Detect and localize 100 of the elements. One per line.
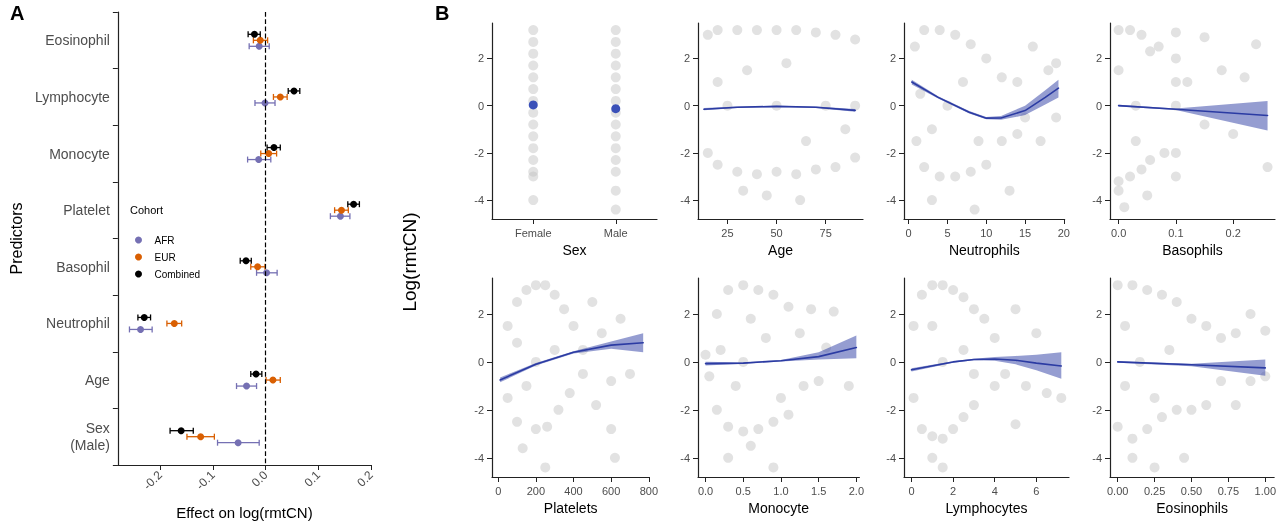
point bbox=[916, 424, 927, 435]
y-tick-label: 0 bbox=[477, 99, 484, 112]
y-tick-label: 0 bbox=[889, 355, 896, 368]
point bbox=[937, 462, 948, 473]
point bbox=[1170, 77, 1181, 88]
point bbox=[1142, 190, 1153, 201]
point bbox=[1179, 452, 1190, 463]
point bbox=[742, 65, 753, 76]
point bbox=[549, 289, 560, 300]
x-tick-label: 0.50 bbox=[1180, 484, 1203, 497]
point bbox=[751, 169, 762, 180]
point bbox=[530, 424, 541, 435]
point bbox=[732, 25, 743, 36]
point bbox=[1260, 325, 1271, 336]
x-tick-label: 0.5 bbox=[735, 484, 751, 497]
point bbox=[553, 404, 564, 415]
chart-title: B bbox=[435, 2, 450, 25]
point bbox=[1031, 328, 1042, 339]
y-tick-label: 2 bbox=[683, 307, 690, 320]
x-axis-title: Neutrophils bbox=[948, 242, 1020, 258]
x-tick-label: -0.2 bbox=[140, 467, 166, 493]
point bbox=[517, 443, 528, 454]
point bbox=[1201, 400, 1212, 411]
point bbox=[1113, 65, 1124, 76]
y-tick-label: 2 bbox=[683, 52, 690, 65]
y-tick-label: 0 bbox=[1095, 99, 1102, 112]
point bbox=[751, 25, 762, 36]
point bbox=[926, 195, 937, 206]
point bbox=[512, 337, 523, 348]
point bbox=[916, 289, 927, 300]
x-tick-label: 0.1 bbox=[301, 467, 324, 490]
point bbox=[502, 392, 513, 403]
x-tick-label: 200 bbox=[526, 484, 546, 497]
point bbox=[723, 452, 734, 463]
point bbox=[738, 185, 749, 196]
point bbox=[761, 190, 772, 201]
point bbox=[1127, 433, 1138, 444]
point bbox=[1125, 25, 1136, 36]
x-axis-title: Sex bbox=[562, 242, 587, 258]
point bbox=[937, 280, 948, 291]
point bbox=[813, 376, 824, 387]
point bbox=[926, 124, 937, 135]
x-tick-label: 0.2 bbox=[354, 467, 377, 490]
point bbox=[1120, 380, 1131, 391]
point bbox=[1186, 313, 1197, 324]
point bbox=[512, 416, 523, 427]
line-series bbox=[704, 346, 858, 365]
point bbox=[958, 77, 968, 88]
line-series bbox=[910, 358, 1063, 371]
point bbox=[775, 392, 786, 403]
point bbox=[606, 424, 617, 435]
point bbox=[1119, 202, 1130, 213]
x-tick-label: 0 bbox=[495, 484, 502, 497]
point bbox=[950, 171, 961, 182]
point bbox=[702, 147, 713, 158]
x-tick-label: 2 bbox=[950, 484, 957, 497]
point bbox=[1230, 400, 1241, 411]
point bbox=[1035, 136, 1046, 147]
point bbox=[1000, 368, 1011, 379]
point bbox=[723, 284, 734, 295]
point bbox=[996, 136, 1007, 147]
y-tick-label: 2 bbox=[477, 52, 484, 65]
point bbox=[1142, 284, 1153, 295]
x-tick-label: 0.25 bbox=[1143, 484, 1166, 497]
point bbox=[609, 452, 620, 463]
y-tick-label: 2 bbox=[477, 307, 484, 320]
x-axis-title: Effect on log(rmtCN) bbox=[176, 504, 313, 521]
point bbox=[791, 169, 802, 180]
y-tick-label: -2 bbox=[1092, 146, 1102, 159]
point bbox=[1171, 296, 1182, 307]
legend-label: EUR bbox=[154, 251, 176, 263]
x-tick-label: 0.00 bbox=[1106, 484, 1129, 497]
point bbox=[1020, 380, 1031, 391]
x-axis-title: Age bbox=[768, 242, 794, 258]
point bbox=[806, 304, 817, 315]
point bbox=[1127, 452, 1138, 463]
point bbox=[1239, 72, 1250, 83]
x-tick-label: 0.2 bbox=[1225, 226, 1241, 239]
point bbox=[828, 306, 839, 317]
point bbox=[1149, 462, 1160, 473]
point bbox=[540, 280, 551, 291]
y-tick-label: 0 bbox=[1095, 355, 1102, 368]
point bbox=[1136, 164, 1147, 175]
point bbox=[948, 284, 959, 295]
point bbox=[909, 41, 920, 52]
point bbox=[1170, 27, 1181, 38]
x-tick-label: 2.0 bbox=[848, 484, 864, 497]
point bbox=[1051, 112, 1062, 123]
point bbox=[958, 412, 969, 423]
point bbox=[850, 152, 861, 163]
point bbox=[1171, 404, 1182, 415]
x-axis-title: Eosinophils bbox=[1156, 500, 1228, 516]
point bbox=[1170, 171, 1181, 182]
x-tick-label: 400 bbox=[564, 484, 583, 497]
x-axis-title: Platelets bbox=[543, 500, 598, 516]
x-tick-label: 4 bbox=[991, 484, 998, 497]
point bbox=[798, 380, 809, 391]
point bbox=[843, 380, 854, 391]
y-tick-label: Sex (Male) bbox=[70, 420, 110, 454]
x-tick-label: Male bbox=[603, 226, 628, 239]
